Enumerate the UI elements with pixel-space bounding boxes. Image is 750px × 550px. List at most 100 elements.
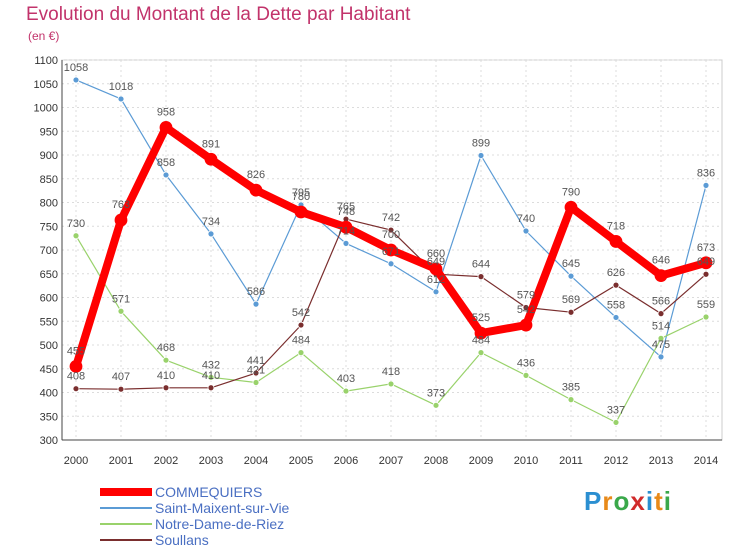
data-point [117,307,125,315]
data-point [612,281,620,289]
data-point [657,310,665,318]
data-label: 418 [382,366,400,378]
data-point [252,369,260,377]
data-label: 790 [562,186,580,198]
data-label: 780 [292,191,310,203]
chart-subtitle: (en €) [28,29,60,43]
data-label: 891 [202,138,220,150]
data-point [519,318,533,332]
data-point [522,227,530,235]
data-label: 455 [67,345,85,357]
data-label: 558 [607,299,625,311]
data-label: 714 [337,225,355,237]
logo-letter: P [584,486,603,516]
data-label: 441 [247,355,265,367]
x-tick-label: 2005 [289,455,313,467]
data-label: 858 [157,157,175,169]
data-point [474,326,488,340]
data-label: 408 [67,371,85,383]
data-point [252,379,260,386]
data-label: 586 [247,286,265,298]
data-label: 700 [382,229,400,241]
data-point [342,387,350,395]
data-point [297,349,305,357]
y-tick-label: 800 [40,198,58,210]
data-label: 740 [517,213,535,225]
data-point [567,272,575,280]
data-label: 475 [652,339,670,351]
data-label: 644 [472,259,490,271]
x-tick-label: 2009 [469,455,493,467]
data-point [252,300,260,308]
y-tick-label: 550 [40,316,58,328]
y-tick-label: 950 [40,126,58,138]
series-layer [69,76,713,426]
data-label: 410 [157,370,175,382]
data-point [207,373,215,381]
data-point [657,334,665,342]
data-label: 795 [292,187,310,199]
y-tick-label: 450 [40,364,58,376]
data-label: 407 [112,371,130,383]
data-label: 645 [562,258,580,270]
data-label: 1058 [64,62,88,74]
logo-letter: t [654,486,664,516]
data-label: 748 [337,206,355,218]
data-point [249,183,263,197]
data-point [564,200,578,214]
x-tick-label: 2011 [559,455,583,467]
data-point [159,121,173,134]
y-tick-label: 850 [40,174,58,186]
data-point [72,76,80,84]
data-label: 385 [562,382,580,394]
data-point [654,269,668,283]
x-tick-label: 2014 [694,455,718,467]
data-point [702,313,710,321]
chart-title: Evolution du Montant de la Dette par Hab… [26,4,411,25]
data-point [114,213,128,227]
data-label: 569 [562,294,580,306]
y-tick-label: 1000 [34,103,58,115]
x-tick-label: 2002 [154,455,178,467]
data-label: 734 [202,216,220,228]
data-point [162,171,170,179]
data-label: 730 [67,218,85,230]
logo-letter: x [630,486,646,516]
data-label: 718 [607,220,625,232]
data-label: 763 [112,199,130,211]
proxiti-logo: Proxiti [584,486,672,517]
data-label: 421 [247,365,265,377]
data-label: 649 [427,256,445,268]
data-point [612,419,620,426]
data-point [72,232,80,240]
legend-swatch [100,488,152,496]
x-tick-label: 2006 [334,455,358,467]
data-point [432,288,440,296]
data-point [117,385,125,393]
data-label: 571 [112,293,130,305]
data-point [522,371,530,379]
y-tick-label: 400 [40,388,58,400]
data-label: 410 [202,370,220,382]
data-label: 525 [472,312,490,324]
data-label: 559 [697,299,715,311]
data-label: 542 [292,307,310,319]
x-tick-label: 2004 [244,455,268,467]
data-point [702,270,710,278]
data-label: 958 [157,106,175,118]
x-tick-label: 2008 [424,455,448,467]
logo-letter: r [602,486,614,516]
data-point [162,384,170,392]
data-point [429,262,443,276]
data-point [387,226,395,234]
data-point [162,356,170,364]
logo-letter: o [613,486,631,516]
y-tick-label: 1100 [34,55,58,67]
y-tick-label: 650 [40,269,58,281]
x-tick-label: 2007 [379,455,403,467]
data-point [72,385,80,393]
data-point [297,321,305,329]
data-point [567,396,575,404]
data-point [477,349,485,357]
